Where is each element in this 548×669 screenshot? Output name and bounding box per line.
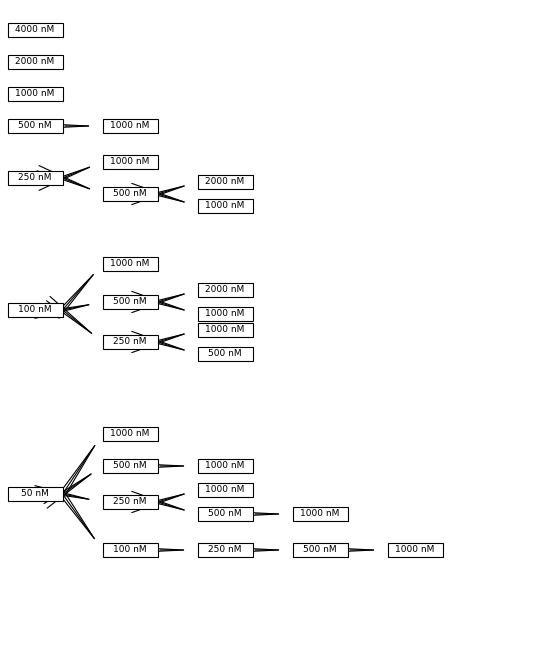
Bar — [197, 507, 253, 521]
Text: 1000 nM: 1000 nM — [206, 486, 245, 494]
Text: 500 nM: 500 nM — [113, 462, 147, 470]
Bar — [197, 283, 253, 297]
Text: 1000 nM: 1000 nM — [15, 90, 55, 98]
Text: 500 nM: 500 nM — [18, 122, 52, 130]
Bar — [197, 175, 253, 189]
Text: 1000 nM: 1000 nM — [110, 157, 150, 167]
Text: 1000 nM: 1000 nM — [110, 429, 150, 438]
Text: 250 nM: 250 nM — [113, 498, 147, 506]
Bar — [8, 87, 62, 101]
Text: 1000 nM: 1000 nM — [395, 545, 435, 555]
Bar — [102, 155, 157, 169]
Bar — [197, 323, 253, 337]
Text: 2000 nM: 2000 nM — [206, 286, 244, 294]
Text: 500 nM: 500 nM — [303, 545, 337, 555]
Text: 100 nM: 100 nM — [113, 545, 147, 555]
Text: 1000 nM: 1000 nM — [206, 326, 245, 334]
Bar — [387, 543, 442, 557]
Bar — [293, 507, 347, 521]
Bar — [102, 119, 157, 133]
Text: 100 nM: 100 nM — [18, 306, 52, 314]
Text: 1000 nM: 1000 nM — [206, 310, 245, 318]
Text: 1000 nM: 1000 nM — [110, 122, 150, 130]
Bar — [102, 543, 157, 557]
Bar — [197, 483, 253, 497]
Text: 2000 nM: 2000 nM — [206, 177, 244, 187]
Bar — [197, 459, 253, 473]
Bar — [102, 459, 157, 473]
Text: 250 nM: 250 nM — [208, 545, 242, 555]
Text: 1000 nM: 1000 nM — [206, 462, 245, 470]
Text: 500 nM: 500 nM — [208, 510, 242, 518]
Bar — [8, 171, 62, 185]
Bar — [102, 495, 157, 509]
Bar — [197, 199, 253, 213]
Text: 250 nM: 250 nM — [113, 337, 147, 347]
Bar — [197, 543, 253, 557]
Bar — [293, 543, 347, 557]
Bar — [197, 347, 253, 361]
Bar — [8, 487, 62, 501]
Bar — [8, 55, 62, 69]
Text: 500 nM: 500 nM — [113, 298, 147, 306]
Bar — [102, 427, 157, 441]
Text: 1000 nM: 1000 nM — [300, 510, 340, 518]
Bar — [8, 119, 62, 133]
Text: 2000 nM: 2000 nM — [15, 58, 55, 66]
Bar — [102, 187, 157, 201]
Bar — [102, 335, 157, 349]
Text: 1000 nM: 1000 nM — [110, 260, 150, 268]
Text: 50 nM: 50 nM — [21, 490, 49, 498]
Text: 500 nM: 500 nM — [113, 189, 147, 199]
Bar — [8, 23, 62, 37]
Bar — [102, 257, 157, 271]
Bar — [197, 307, 253, 321]
Text: 250 nM: 250 nM — [18, 173, 52, 183]
Bar — [8, 303, 62, 317]
Bar — [102, 295, 157, 309]
Text: 1000 nM: 1000 nM — [206, 201, 245, 211]
Text: 500 nM: 500 nM — [208, 349, 242, 359]
Text: 4000 nM: 4000 nM — [15, 25, 55, 35]
